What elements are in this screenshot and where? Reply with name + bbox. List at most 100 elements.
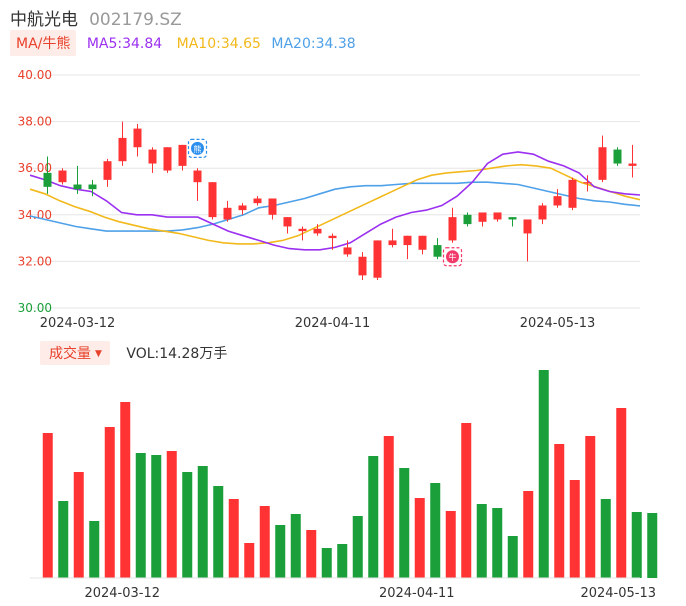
candle bbox=[388, 228, 397, 248]
volume-date-tick-label: 2024-03-12 bbox=[84, 586, 160, 601]
volume-bar bbox=[337, 544, 348, 578]
date-tick-label: 2024-03-12 bbox=[40, 316, 116, 331]
price-tick-label: 40.00 bbox=[18, 68, 52, 82]
stock-header: 中航光电 002179.SZ bbox=[10, 5, 182, 30]
candle bbox=[418, 235, 427, 255]
candle bbox=[313, 224, 322, 236]
candle-body bbox=[418, 235, 427, 250]
candle bbox=[148, 147, 157, 173]
candle-body bbox=[553, 196, 562, 206]
volume-bar bbox=[554, 444, 565, 578]
volume-bar bbox=[445, 511, 456, 578]
candle-body bbox=[388, 240, 397, 246]
volume-bar bbox=[631, 512, 642, 578]
volume-bar bbox=[569, 480, 580, 578]
volume-bar bbox=[259, 506, 270, 578]
volume-bar bbox=[89, 521, 100, 578]
candle bbox=[433, 238, 442, 260]
candle-body bbox=[328, 235, 337, 239]
volume-bar bbox=[104, 427, 115, 578]
candle-body bbox=[208, 182, 217, 218]
badge-dot bbox=[191, 141, 204, 155]
stock-name: 中航光电 bbox=[10, 10, 78, 30]
candle bbox=[598, 135, 607, 183]
candle-body bbox=[193, 170, 202, 183]
candle-body bbox=[448, 217, 457, 241]
candle bbox=[253, 196, 262, 206]
candle-body bbox=[358, 256, 367, 276]
volume-bar bbox=[352, 516, 363, 578]
candle-body bbox=[298, 228, 307, 232]
candle-body bbox=[598, 147, 607, 180]
candle bbox=[508, 217, 517, 227]
candle bbox=[493, 212, 502, 222]
candle-body bbox=[568, 179, 577, 208]
candle-body bbox=[508, 217, 517, 220]
candle-body bbox=[403, 235, 412, 246]
volume-selector-label: 成交量 bbox=[49, 346, 91, 362]
volume-bar bbox=[507, 536, 518, 578]
ma5-line bbox=[29, 151, 641, 251]
candle-body bbox=[538, 205, 547, 220]
candle-body bbox=[283, 217, 292, 227]
candle-body bbox=[118, 137, 127, 162]
volume-bar bbox=[399, 468, 410, 578]
bear-badge-icon: 熊 bbox=[187, 138, 208, 158]
price-tick-label: 30.00 bbox=[18, 301, 52, 315]
candle bbox=[88, 179, 97, 197]
stock-code: 002179.SZ bbox=[89, 10, 182, 30]
ma10-line bbox=[29, 163, 641, 245]
candle-body bbox=[628, 163, 637, 166]
candle-body bbox=[583, 182, 592, 184]
volume-bar bbox=[244, 543, 255, 578]
volume-bar bbox=[73, 472, 84, 578]
volume-bar bbox=[600, 499, 611, 578]
candle bbox=[448, 207, 457, 243]
candle bbox=[103, 158, 112, 187]
candle bbox=[163, 147, 172, 173]
volume-bar bbox=[213, 486, 224, 578]
volume-bar bbox=[585, 436, 596, 578]
candle-body bbox=[178, 144, 187, 166]
ma-selector-button[interactable]: MA/牛熊 bbox=[10, 30, 77, 56]
volume-bar bbox=[647, 513, 658, 578]
candle bbox=[373, 240, 382, 281]
volume-bar bbox=[197, 466, 208, 578]
candle bbox=[553, 189, 562, 208]
volume-bar bbox=[430, 483, 441, 578]
bull-badge-icon: 牛 bbox=[442, 247, 463, 267]
volume-bar bbox=[321, 548, 332, 578]
candle-body bbox=[163, 147, 172, 171]
volume-date-tick-label: 2024-05-13 bbox=[580, 586, 656, 601]
candle-body bbox=[493, 212, 502, 220]
volume-bar bbox=[166, 451, 177, 578]
candle bbox=[463, 212, 472, 227]
volume-bar bbox=[461, 423, 472, 578]
volume-legend: 成交量 ▼ VOL:14.28万手 bbox=[40, 341, 227, 365]
volume-bar bbox=[492, 508, 503, 578]
candle-body bbox=[88, 184, 97, 190]
candle bbox=[538, 203, 547, 225]
price-tick-label: 38.00 bbox=[18, 115, 52, 129]
candle-body bbox=[223, 207, 232, 220]
candle-body bbox=[58, 170, 67, 183]
volume-bar bbox=[538, 370, 549, 578]
candle-body bbox=[343, 247, 352, 255]
candle-body bbox=[373, 240, 382, 278]
volume-bar bbox=[42, 433, 53, 578]
badge-frame bbox=[187, 138, 208, 158]
candle bbox=[613, 147, 622, 166]
candle bbox=[178, 144, 187, 171]
volume-bar bbox=[414, 498, 425, 578]
ma20-legend: MA20:34.38 bbox=[271, 36, 356, 52]
candle-body bbox=[268, 198, 277, 215]
candle-body bbox=[73, 184, 82, 190]
candle-body bbox=[463, 214, 472, 225]
volume-bar bbox=[368, 456, 379, 578]
volume-selector-button[interactable]: 成交量 ▼ bbox=[40, 341, 110, 365]
candle-body bbox=[43, 172, 52, 187]
volume-bar bbox=[290, 514, 301, 578]
candle-body bbox=[613, 149, 622, 164]
candle-body bbox=[133, 128, 142, 148]
